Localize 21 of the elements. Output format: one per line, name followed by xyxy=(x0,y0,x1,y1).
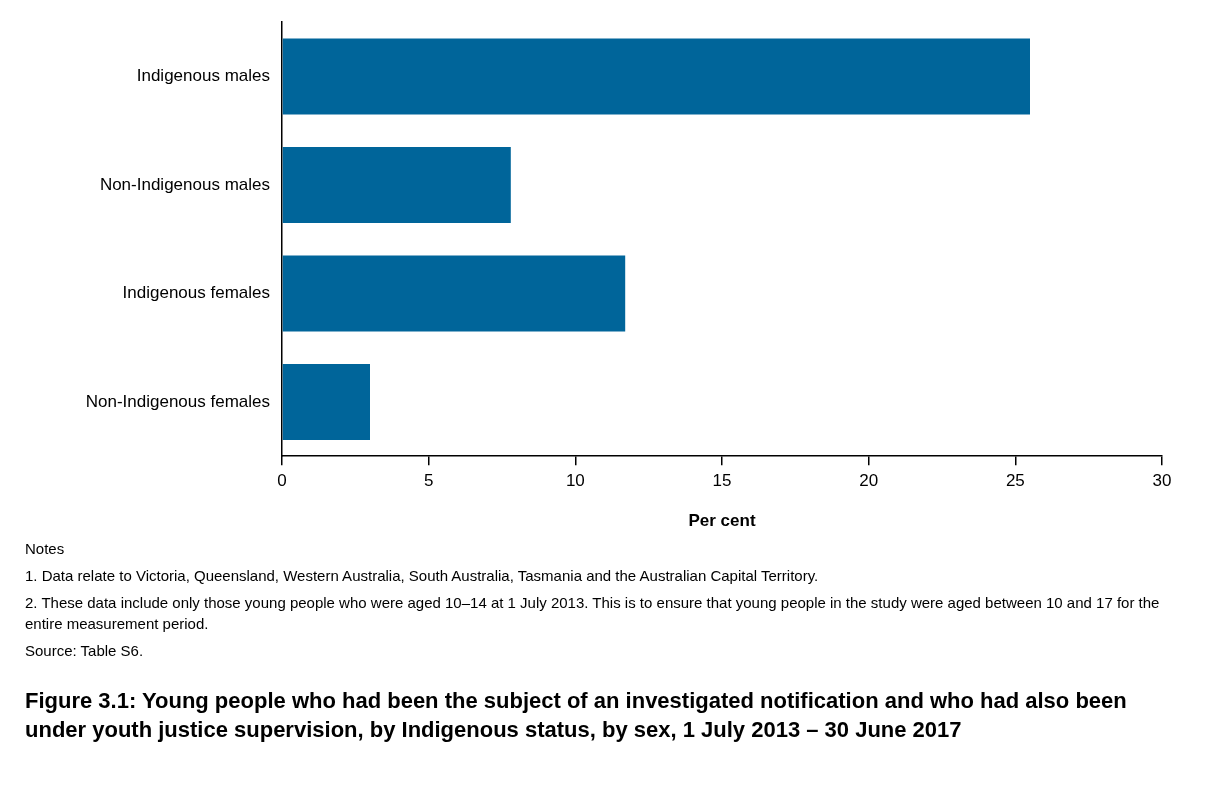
x-tick-label: 30 xyxy=(1152,471,1172,491)
y-tick-label: Non-Indigenous males xyxy=(99,174,270,194)
x-tick-label: 20 xyxy=(859,471,879,491)
bar xyxy=(282,38,1030,115)
x-tick-label: 25 xyxy=(1005,471,1025,491)
bar xyxy=(282,363,370,440)
source-note: Source: Table S6. xyxy=(25,641,145,661)
y-tick-label: Non-Indigenous females xyxy=(85,391,270,411)
x-tick-label: 0 xyxy=(277,471,287,491)
text: Notes xyxy=(25,539,66,559)
text: 2. These data include only those young people who were aged 10–14 at 1 July 2013. This is to ensure that young people in the study were aged between 10 and 17 for the entire measurement period. xyxy=(25,593,1161,634)
x-tick-label: 15 xyxy=(712,471,732,491)
y-tick-label: Indigenous females xyxy=(122,283,270,303)
bar xyxy=(282,146,511,223)
y-tick-label: Indigenous males xyxy=(136,66,270,86)
x-axis-title: Per cent xyxy=(688,511,756,531)
text: Figure 3.1: Young people who had been the subject of an investigated notification and who had also been under youth justice supervision, by Indigenous status, by sex, 1 July 2013 – 30 June 2017 xyxy=(25,687,1128,744)
bar xyxy=(282,255,626,332)
text: 1. Data relate to Victoria, Queensland, Western Australia, South Australia, Tasmania and the Australian Capital Territory. xyxy=(25,566,820,586)
x-tick-label: 10 xyxy=(565,471,585,491)
x-tick-label: 5 xyxy=(423,471,434,491)
